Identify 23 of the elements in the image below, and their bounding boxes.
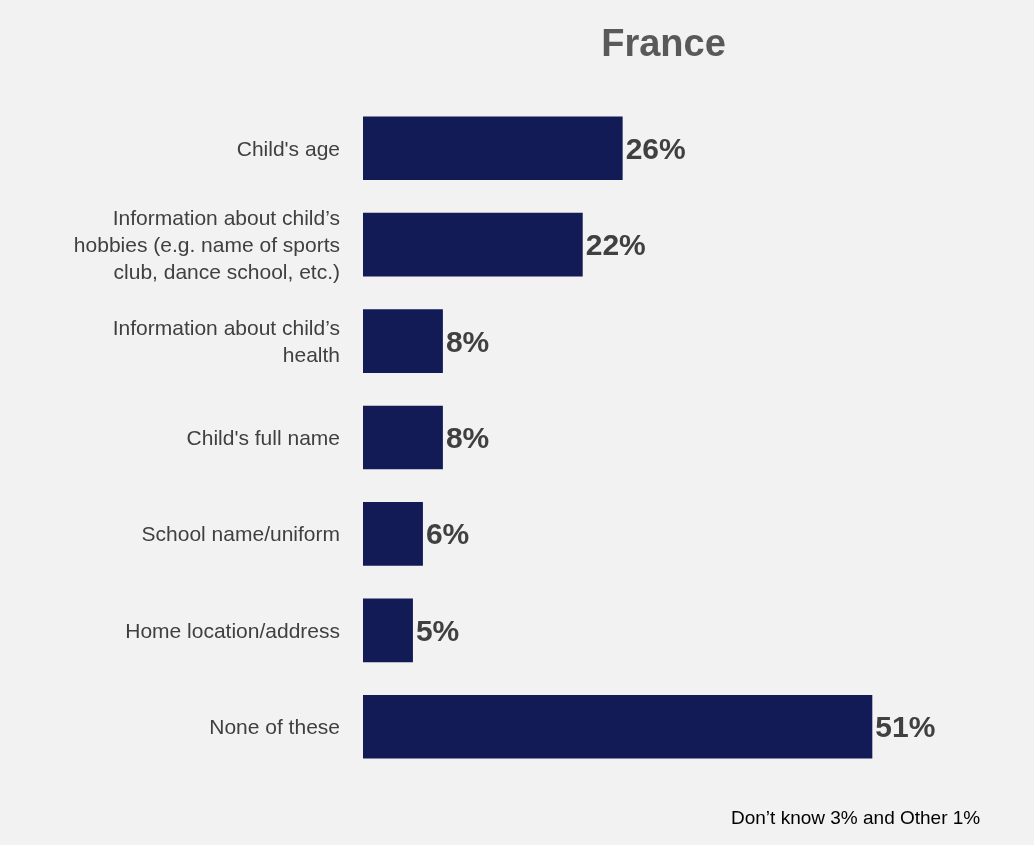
- y-tick-label: None of these: [209, 715, 340, 739]
- data-label: 8%: [445, 421, 490, 454]
- bar: [363, 212, 583, 277]
- data-label: 26%: [625, 131, 686, 165]
- text: Don’t know 3% and Other 1%: [731, 807, 981, 828]
- data-label: 8%: [445, 324, 490, 358]
- y-tick-label: Child's full name: [186, 425, 340, 449]
- data-label: 5%: [415, 613, 460, 647]
- data-label: 22%: [585, 228, 646, 262]
- bar: [363, 502, 423, 566]
- bar: [363, 598, 413, 663]
- bar: [363, 116, 623, 181]
- data-label: 6%: [425, 517, 470, 551]
- y-tick-label: Home location/address: [125, 618, 340, 642]
- chart-title: France: [601, 22, 726, 65]
- y-tick-label: Child's age: [236, 136, 340, 160]
- y-tick-label: Information about child’s health: [112, 315, 340, 367]
- bar: [363, 309, 443, 373]
- data-label: 51%: [875, 710, 936, 744]
- y-tick-label: School name/uniform: [141, 522, 340, 546]
- bar: [363, 405, 443, 470]
- y-tick-label: Information about child’s hobbies (e.g. name of sports club, dance school, etc.): [73, 205, 340, 284]
- bar: [363, 694, 873, 759]
